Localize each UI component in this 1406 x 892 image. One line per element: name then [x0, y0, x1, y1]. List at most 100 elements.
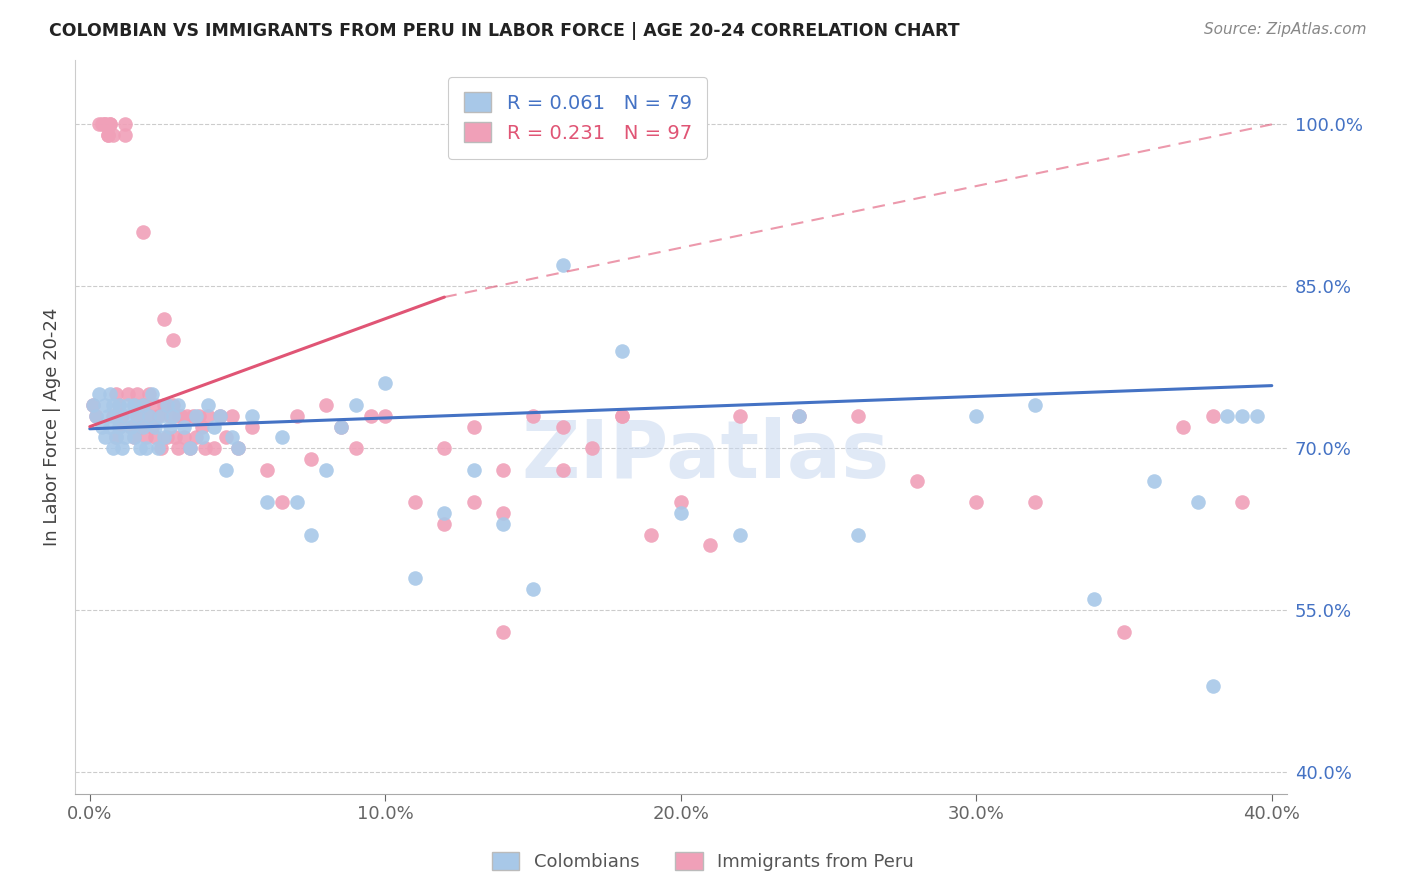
- Point: [1201, 679, 1223, 693]
- Point: [226, 441, 249, 455]
- Point: [551, 258, 574, 272]
- Point: [186, 430, 208, 444]
- Point: [132, 419, 155, 434]
- Point: [551, 463, 574, 477]
- Point: [173, 430, 195, 444]
- Point: [1112, 624, 1135, 639]
- Point: [640, 527, 662, 541]
- Point: [122, 430, 145, 444]
- Point: [492, 506, 515, 520]
- Point: [143, 398, 166, 412]
- Point: [463, 419, 485, 434]
- Legend: R = 0.061   N = 79, R = 0.231   N = 97: R = 0.061 N = 79, R = 0.231 N = 97: [449, 77, 707, 159]
- Point: [1142, 474, 1164, 488]
- Point: [111, 409, 134, 423]
- Point: [179, 441, 201, 455]
- Point: [215, 463, 238, 477]
- Point: [132, 398, 155, 412]
- Point: [152, 311, 174, 326]
- Point: [787, 409, 810, 423]
- Point: [135, 441, 157, 455]
- Point: [170, 409, 193, 423]
- Legend: Colombians, Immigrants from Peru: Colombians, Immigrants from Peru: [485, 845, 921, 879]
- Point: [152, 398, 174, 412]
- Point: [162, 333, 184, 347]
- Point: [96, 128, 118, 143]
- Point: [610, 409, 633, 423]
- Point: [1216, 409, 1239, 423]
- Point: [344, 398, 367, 412]
- Point: [330, 419, 353, 434]
- Point: [315, 463, 337, 477]
- Point: [129, 441, 152, 455]
- Point: [120, 419, 142, 434]
- Point: [256, 463, 278, 477]
- Point: [728, 527, 751, 541]
- Point: [93, 117, 115, 131]
- Point: [82, 398, 104, 412]
- Point: [87, 117, 110, 131]
- Point: [93, 430, 115, 444]
- Point: [167, 398, 190, 412]
- Point: [114, 430, 136, 444]
- Point: [122, 398, 145, 412]
- Point: [96, 128, 118, 143]
- Y-axis label: In Labor Force | Age 20-24: In Labor Force | Age 20-24: [44, 308, 60, 546]
- Point: [135, 430, 157, 444]
- Point: [492, 516, 515, 531]
- Point: [162, 398, 184, 412]
- Point: [173, 419, 195, 434]
- Point: [197, 409, 219, 423]
- Point: [522, 582, 544, 596]
- Point: [905, 474, 928, 488]
- Text: ZIPatlas: ZIPatlas: [520, 417, 889, 495]
- Point: [191, 430, 214, 444]
- Point: [285, 495, 308, 509]
- Point: [240, 419, 263, 434]
- Point: [270, 495, 292, 509]
- Point: [100, 117, 122, 131]
- Point: [728, 409, 751, 423]
- Point: [149, 441, 172, 455]
- Point: [105, 409, 128, 423]
- Point: [103, 128, 125, 143]
- Point: [100, 387, 122, 401]
- Point: [125, 387, 148, 401]
- Point: [132, 398, 155, 412]
- Point: [221, 430, 243, 444]
- Point: [1024, 495, 1046, 509]
- Point: [159, 419, 181, 434]
- Point: [226, 441, 249, 455]
- Point: [82, 398, 104, 412]
- Point: [208, 409, 231, 423]
- Point: [100, 117, 122, 131]
- Point: [194, 441, 217, 455]
- Point: [669, 506, 692, 520]
- Point: [125, 409, 148, 423]
- Point: [156, 398, 179, 412]
- Point: [165, 430, 187, 444]
- Point: [114, 409, 136, 423]
- Point: [360, 409, 382, 423]
- Point: [846, 409, 869, 423]
- Point: [181, 409, 204, 423]
- Point: [270, 430, 292, 444]
- Point: [208, 409, 231, 423]
- Point: [463, 463, 485, 477]
- Point: [105, 430, 128, 444]
- Point: [404, 571, 426, 585]
- Point: [114, 117, 136, 131]
- Point: [374, 409, 396, 423]
- Point: [122, 430, 145, 444]
- Point: [492, 624, 515, 639]
- Point: [315, 398, 337, 412]
- Point: [146, 441, 169, 455]
- Point: [374, 376, 396, 391]
- Point: [100, 419, 122, 434]
- Point: [191, 419, 214, 434]
- Point: [156, 430, 179, 444]
- Point: [143, 419, 166, 434]
- Point: [965, 409, 987, 423]
- Point: [143, 430, 166, 444]
- Point: [117, 387, 139, 401]
